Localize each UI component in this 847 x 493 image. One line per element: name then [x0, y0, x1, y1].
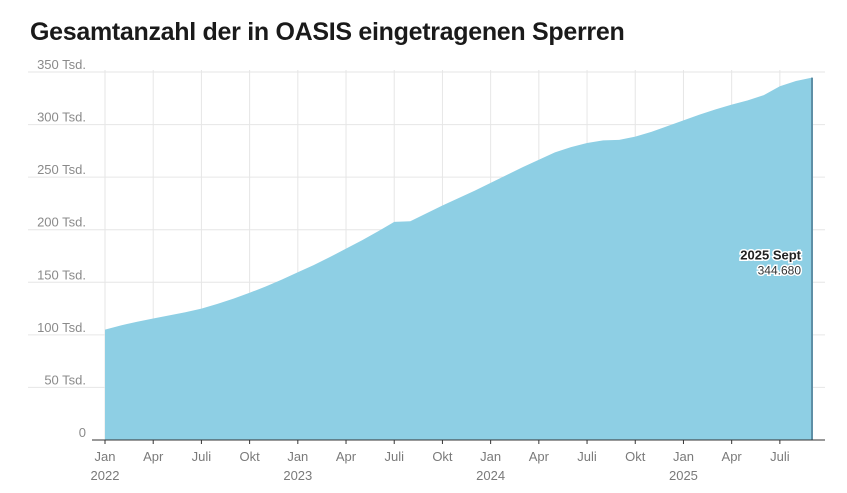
x-tick-year-label: 2022 [91, 468, 120, 483]
y-tick-label: 100 Tsd. [37, 320, 86, 335]
x-tick-label: Jan [673, 449, 694, 464]
x-tick-label: Juli [192, 449, 212, 464]
x-tick-label: Jan [480, 449, 501, 464]
x-tick-label: Juli [770, 449, 790, 464]
x-tick-label: Apr [722, 449, 743, 464]
y-tick-label: 350 Tsd. [37, 57, 86, 72]
x-tick-label: Okt [432, 449, 453, 464]
area-series [105, 77, 812, 440]
y-tick-label: 250 Tsd. [37, 162, 86, 177]
annotation-label: 2025 Sept [740, 248, 801, 263]
y-tick-label: 150 Tsd. [37, 267, 86, 282]
x-tick-label: Juli [577, 449, 597, 464]
label-layer: 0 50 Tsd. 100 Tsd. 150 Tsd. 200 Tsd. 250 Tsd.… [37, 57, 803, 483]
axis-layer [92, 439, 825, 444]
y-tick-label: 0 [79, 425, 86, 440]
x-tick-label: Okt [239, 449, 260, 464]
annotation-value: 344.680 [758, 264, 802, 278]
x-tick-year-label: 2023 [283, 468, 312, 483]
x-tick-label: Apr [529, 449, 550, 464]
chart-title: Gesamtanzahl der in OASIS eingetragenen … [30, 18, 625, 46]
area-layer [105, 77, 813, 440]
x-tick-label: Apr [336, 449, 357, 464]
x-tick-year-label: 2024 [476, 468, 505, 483]
y-tick-label: 300 Tsd. [37, 110, 86, 125]
x-tick-label: Apr [143, 449, 164, 464]
x-tick-year-label: 2025 [669, 468, 698, 483]
x-tick-label: Jan [287, 449, 308, 464]
x-tick-label: Okt [625, 449, 646, 464]
y-tick-label: 50 Tsd. [44, 372, 86, 387]
x-tick-label: Jan [95, 449, 116, 464]
y-tick-label: 200 Tsd. [37, 215, 86, 230]
x-tick-label: Juli [384, 449, 404, 464]
